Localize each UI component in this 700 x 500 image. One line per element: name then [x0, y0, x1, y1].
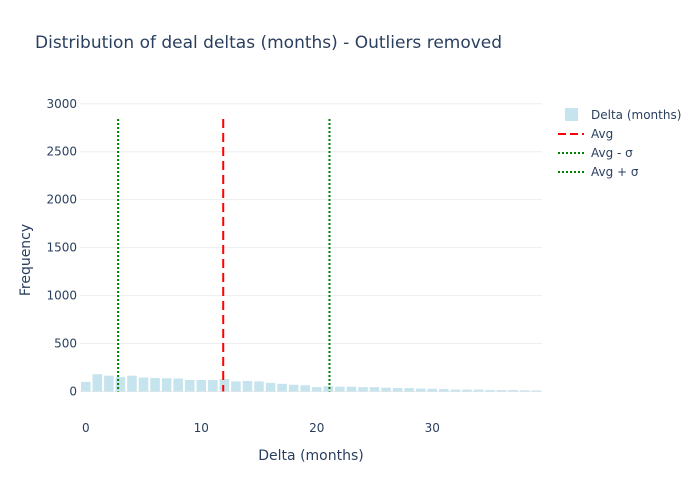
histogram-bar[interactable]	[231, 381, 241, 392]
histogram-bar[interactable]	[450, 389, 461, 392]
legend-item-delta[interactable]: Delta (months)	[556, 105, 681, 124]
histogram-bar[interactable]	[208, 379, 218, 392]
legend: Delta (months) Avg Avg - σ Avg + σ	[556, 105, 681, 181]
legend-swatch-dot	[558, 170, 584, 173]
legend-item-avg[interactable]: Avg	[556, 124, 681, 143]
histogram-bar[interactable]	[369, 387, 380, 392]
legend-item-avg-plus-sigma[interactable]: Avg + σ	[556, 162, 681, 181]
histogram-bar[interactable]	[81, 381, 91, 392]
legend-label: Avg + σ	[591, 164, 639, 179]
y-tick-label: 500	[54, 337, 77, 351]
histogram-bar[interactable]	[92, 374, 103, 392]
histogram-bar[interactable]	[161, 378, 172, 392]
grid-lines	[80, 103, 542, 392]
histogram-bar[interactable]	[358, 387, 368, 392]
legend-swatch-dot	[558, 151, 584, 154]
histogram-bar[interactable]	[104, 375, 114, 392]
histogram-bar[interactable]	[254, 381, 264, 392]
reference-lines	[117, 119, 331, 392]
histogram-bar[interactable]	[115, 377, 126, 392]
y-tick-label: 1000	[46, 289, 77, 303]
histogram-bar[interactable]	[219, 379, 230, 392]
histogram-bar[interactable]	[415, 388, 426, 392]
histogram-bar[interactable]	[127, 375, 137, 392]
histogram-bar[interactable]	[462, 389, 472, 392]
histogram-bar[interactable]	[335, 386, 345, 392]
histogram-bar[interactable]	[242, 380, 253, 392]
histogram-bar[interactable]	[439, 389, 449, 392]
histogram-bars	[81, 374, 541, 392]
y-tick-label: 2000	[46, 193, 77, 207]
x-tick-label: 10	[194, 421, 209, 435]
histogram-bar[interactable]	[184, 379, 195, 392]
x-tick-label: 30	[425, 421, 440, 435]
histogram-bar[interactable]	[265, 382, 276, 392]
y-axis-title: Frequency	[18, 224, 34, 296]
x-tick-label: 20	[309, 421, 324, 435]
x-axis-title: Delta (months)	[258, 448, 363, 464]
y-axis-ticks: 0 500 1000 1500 2000 2500 3000	[46, 97, 77, 399]
histogram-bar[interactable]	[300, 385, 310, 392]
y-tick-label: 2500	[46, 145, 77, 159]
histogram-bar[interactable]	[381, 387, 391, 392]
histogram-bar[interactable]	[473, 389, 484, 392]
histogram-bar[interactable]	[288, 384, 299, 392]
histogram-bar[interactable]	[496, 390, 507, 392]
histogram-bar[interactable]	[277, 383, 287, 392]
y-tick-label: 0	[69, 384, 77, 398]
histogram-bar[interactable]	[404, 388, 414, 392]
x-axis-ticks: 0 10 20 30	[82, 421, 440, 435]
y-tick-label: 1500	[46, 241, 77, 255]
histogram-bar[interactable]	[508, 390, 518, 392]
histogram-bar[interactable]	[485, 390, 495, 392]
histogram-bar[interactable]	[196, 379, 207, 392]
legend-label: Avg	[591, 126, 614, 141]
histogram-bar[interactable]	[427, 388, 438, 392]
x-tick-label: 0	[82, 421, 90, 435]
chart-title: Distribution of deal deltas (months) - O…	[35, 33, 503, 53]
legend-swatch-bar	[556, 107, 586, 122]
legend-item-avg-minus-sigma[interactable]: Avg - σ	[556, 143, 681, 162]
y-tick-label: 3000	[46, 97, 77, 111]
histogram-bar[interactable]	[150, 378, 160, 392]
histogram-bar[interactable]	[138, 377, 149, 392]
legend-label: Delta (months)	[591, 107, 682, 122]
legend-label: Avg - σ	[591, 145, 633, 160]
legend-swatch-dash	[558, 132, 584, 135]
histogram-bar[interactable]	[392, 388, 403, 392]
histogram-bar[interactable]	[531, 390, 541, 392]
histogram-bar[interactable]	[323, 386, 334, 392]
histogram-bar[interactable]	[519, 390, 530, 392]
histogram-bar[interactable]	[173, 378, 183, 392]
histogram-bar[interactable]	[346, 386, 357, 392]
histogram-bar[interactable]	[312, 387, 322, 392]
